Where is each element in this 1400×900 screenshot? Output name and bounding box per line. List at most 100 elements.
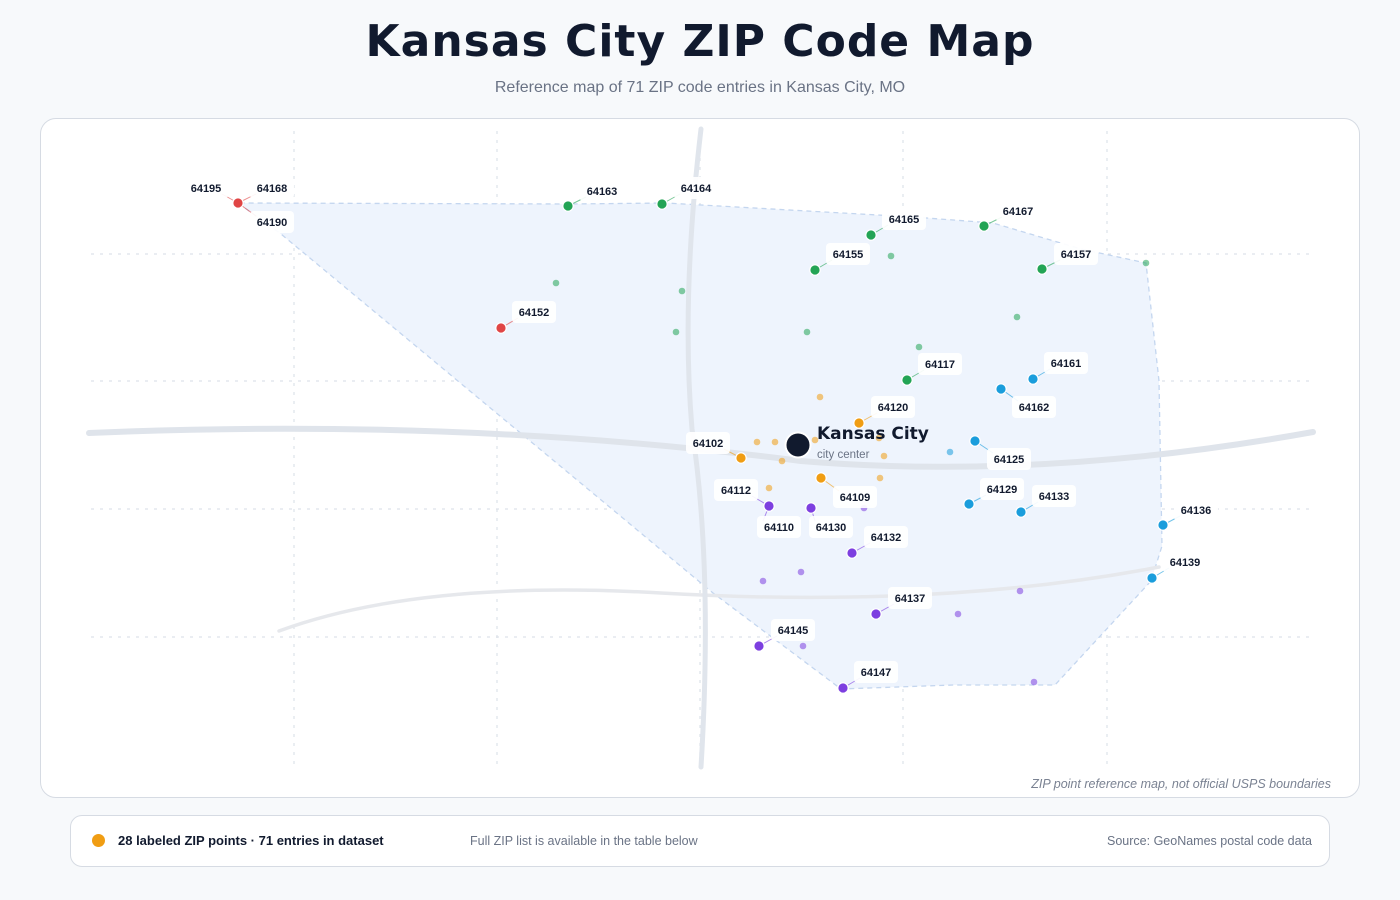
zip-point-64165[interactable]: [865, 229, 877, 241]
zip-label-64130[interactable]: 64130: [809, 516, 853, 538]
zip-point-minor: [765, 484, 773, 492]
zip-point-64145[interactable]: [753, 640, 765, 652]
labeled-zip-points[interactable]: 64195 64168 64190 64163 64164 64165 64167 64155…: [184, 177, 1218, 694]
zip-point-64152[interactable]: [495, 322, 507, 334]
city-name-label: Kansas City: [817, 424, 929, 444]
road-north-south: [685, 126, 708, 770]
zip-point-64129[interactable]: [963, 498, 975, 510]
map-disclaimer: ZIP point reference map, not official US…: [1031, 777, 1331, 791]
zip-label-text: 64129: [987, 484, 1018, 496]
city-center-marker[interactable]: Kansas City city center: [784, 424, 929, 461]
zip-label-text: 64163: [587, 186, 618, 198]
zip-point-64155[interactable]: [809, 264, 821, 276]
zip-label-box: [826, 243, 870, 265]
zip-point-64132[interactable]: [846, 547, 858, 559]
zip-point-64163[interactable]: [562, 200, 574, 212]
zip-label-text: 64190: [257, 217, 288, 229]
zip-label-64147[interactable]: 64147: [854, 661, 898, 683]
map-panel[interactable]: 64195 64168 64190 64163 64164 64165 64167 64155…: [40, 118, 1360, 798]
zip-label-box: [771, 619, 815, 641]
zip-point-64136[interactable]: [1157, 519, 1169, 531]
zip-point-64162[interactable]: [995, 383, 1007, 395]
zip-point-64157[interactable]: [1036, 263, 1048, 275]
legend-summary: 28 labeled ZIP points · 71 entries in da…: [118, 833, 384, 848]
zip-label-box: [1032, 485, 1076, 507]
zip-label-box: [833, 486, 877, 508]
zip-point-minor: [915, 343, 923, 351]
zip-point-64130[interactable]: [805, 502, 817, 514]
zip-label-64112[interactable]: 64112: [714, 479, 758, 501]
zip-map[interactable]: 64195 64168 64190 64163 64164 64165 64167 64155…: [41, 119, 1359, 797]
zip-label-64161[interactable]: 64161: [1044, 352, 1088, 374]
zip-label-64117[interactable]: 64117: [918, 353, 962, 375]
zip-point-64117[interactable]: [901, 374, 913, 386]
zip-point-64161[interactable]: [1027, 373, 1039, 385]
zip-label-64165[interactable]: 64165: [882, 208, 926, 230]
zip-label-64110[interactable]: 64110: [757, 516, 801, 538]
zip-point-minor: [811, 436, 819, 444]
zip-point-minor: [875, 434, 883, 442]
zip-label-box: [864, 526, 908, 548]
zip-label-64109[interactable]: 64109: [833, 486, 877, 508]
zip-point-minor: [678, 287, 686, 295]
zip-label-64164[interactable]: 64164: [674, 177, 718, 199]
zip-label-64120[interactable]: 64120: [871, 396, 915, 418]
zip-label-box: [674, 177, 718, 199]
zip-label-64168[interactable]: 64168: [250, 177, 294, 199]
zip-label-text: 64133: [1039, 491, 1070, 503]
zip-label-64102[interactable]: 64102: [686, 432, 730, 454]
zip-point-minor: [1013, 313, 1021, 321]
zip-point-64125[interactable]: [969, 435, 981, 447]
zip-label-64163[interactable]: 64163: [580, 180, 624, 202]
zip-label-64129[interactable]: 64129: [980, 478, 1024, 500]
zip-point-64133[interactable]: [1015, 506, 1027, 518]
zip-label-64162[interactable]: 64162: [1012, 396, 1056, 418]
zip-label-box: [1012, 396, 1056, 418]
zip-point-64167[interactable]: [978, 220, 990, 232]
zip-label-box: [980, 478, 1024, 500]
zip-label-64157[interactable]: 64157: [1054, 243, 1098, 265]
zip-point-64120[interactable]: [853, 417, 865, 429]
zip-point-64195[interactable]: [232, 197, 244, 209]
zip-label-box: [996, 200, 1040, 222]
zip-label-text: 64110: [764, 522, 794, 534]
zip-point-minor: [753, 438, 761, 446]
zip-point-64112[interactable]: [763, 500, 775, 512]
zip-point-64139[interactable]: [1146, 572, 1158, 584]
zip-label-64139[interactable]: 64139: [1163, 551, 1207, 573]
zip-label-text: 64109: [840, 492, 871, 504]
zip-point-64102[interactable]: [735, 452, 747, 464]
zip-label-64137[interactable]: 64137: [888, 587, 932, 609]
zip-point-64164[interactable]: [656, 198, 668, 210]
zip-label-64167[interactable]: 64167: [996, 200, 1040, 222]
zip-label-box: [918, 353, 962, 375]
zip-label-box: [757, 516, 801, 538]
zip-label-64132[interactable]: 64132: [864, 526, 908, 548]
zip-label-64133[interactable]: 64133: [1032, 485, 1076, 507]
zip-point-minor: [876, 474, 884, 482]
zip-label-64145[interactable]: 64145: [771, 619, 815, 641]
zip-label-text: 64162: [1019, 402, 1050, 414]
zip-point-64147[interactable]: [837, 682, 849, 694]
zip-label-box: [888, 587, 932, 609]
zip-label-64136[interactable]: 64136: [1174, 499, 1218, 521]
zip-label-box: [871, 396, 915, 418]
zip-label-text: 64152: [519, 307, 550, 319]
zip-label-64152[interactable]: 64152: [512, 301, 556, 323]
zip-label-64155[interactable]: 64155: [826, 243, 870, 265]
zip-label-box: [987, 448, 1031, 470]
zip-point-minor: [887, 252, 895, 260]
zip-label-text: 64112: [721, 485, 751, 497]
zip-label-text: 64157: [1061, 249, 1092, 261]
zip-point-minor: [552, 279, 560, 287]
zip-label-64190[interactable]: 64190: [250, 211, 294, 233]
zip-label-64125[interactable]: 64125: [987, 448, 1031, 470]
zip-point-minor: [816, 393, 824, 401]
zip-point-minor: [799, 642, 807, 650]
zip-point-minor: [954, 610, 962, 618]
zip-label-64195[interactable]: 64195: [184, 177, 228, 199]
zip-point-minor: [797, 568, 805, 576]
zip-point-64137[interactable]: [870, 608, 882, 620]
zip-point-64109[interactable]: [815, 472, 827, 484]
zip-label-box: [809, 516, 853, 538]
